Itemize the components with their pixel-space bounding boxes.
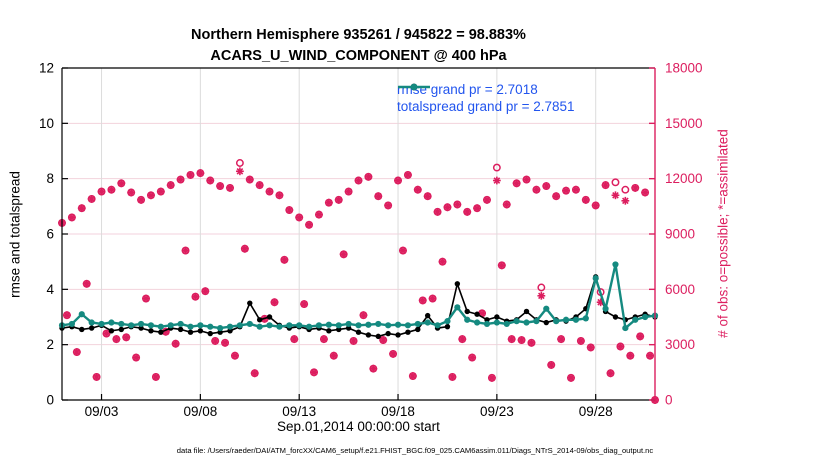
x-tick-label: 09/08 [183,404,217,419]
right-tick-label: 0 [665,393,673,408]
left-tick-label: 8 [46,171,54,186]
plot-subtitle: ACARS_U_WIND_COMPONENT @ 400 hPa [210,48,507,64]
x-tick-label: 09/03 [85,404,119,419]
x-tick-label: 09/23 [480,404,514,419]
right-axis-label: # of obs: o=possible; *=assimilated [715,129,731,338]
left-tick-label: 0 [46,393,54,408]
legend-label-totalspread: totalspread grand pr = 2.7851 [397,99,575,114]
legend: rmse grand pr = 2.7018 totalspread grand… [397,81,575,115]
grid [62,68,655,400]
left-tick-label: 12 [39,61,54,76]
x-tick-label: 09/13 [282,404,316,419]
legend-label-rmse: rmse grand pr = 2.7018 [397,82,538,97]
left-tick-label: 6 [46,227,54,242]
right-tick-label: 18000 [665,61,703,76]
left-tick-label: 10 [39,116,54,131]
obs-assimilated-markers [58,167,659,404]
right-tick-label: 3000 [665,337,695,352]
right-tick-label: 6000 [665,282,695,297]
rmse-line [59,274,658,340]
totalspread-line-swatch-icon [398,83,430,91]
plot-title: Northern Hemisphere 935261 / 945822 = 98… [191,27,526,43]
x-tick-label: 09/28 [579,404,613,419]
x-tick-label: 09/18 [381,404,415,419]
left-tick-label: 4 [46,282,54,297]
right-tick-label: 9000 [665,227,695,242]
left-axis-label: rmse and totalspread [7,171,23,298]
data-file-path: data file: /Users/raeder/DAI/ATM_forcXX/… [176,446,654,455]
right-tick-label: 12000 [665,171,703,186]
left-tick-label: 2 [46,337,54,352]
x-axis-label: Sep.01,2014 00:00:00 start [277,419,440,434]
legend-entry-totalspread: totalspread grand pr = 2.7851 [397,83,575,115]
obs-possible-markers [58,159,659,404]
tick-labels: 09/03 09/08 09/13 09/18 09/23 09/280246810120… [39,61,703,420]
axes [61,67,656,401]
right-tick-label: 15000 [665,116,703,131]
